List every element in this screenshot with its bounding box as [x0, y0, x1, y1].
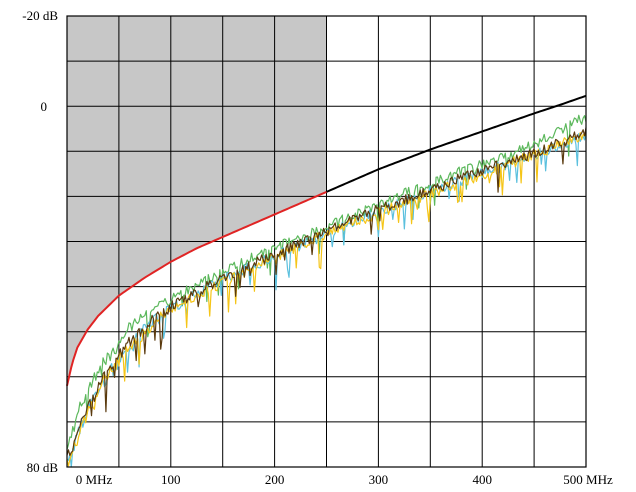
x-tick-label: 300	[369, 472, 389, 487]
y-tick-label: -20 dB	[22, 8, 58, 23]
plot-frame	[66, 15, 587, 468]
shaded-region-layer	[67, 16, 327, 386]
series-layer	[66, 114, 587, 468]
series-line	[66, 114, 587, 450]
x-tick-label: 500 MHz	[563, 472, 613, 487]
limit-curve-black	[326, 94, 587, 193]
x-tick-label: 400	[472, 472, 492, 487]
limit-curve-red	[66, 190, 327, 387]
shaded-region	[67, 16, 327, 386]
series-line	[66, 127, 587, 456]
y-tick-label: 0	[41, 99, 48, 114]
x-tick-label: 200	[265, 472, 285, 487]
x-tick-label: 100	[161, 472, 181, 487]
tick-label-layer: 0 MHz 100 200 300 400 500 MHz -20 dB 0 80 dB	[22, 8, 613, 487]
x-tick-label: 0 MHz	[76, 472, 113, 487]
grid-layer	[67, 16, 586, 467]
limit-curve-layer	[66, 94, 587, 387]
y-tick-label: 80 dB	[27, 460, 59, 475]
